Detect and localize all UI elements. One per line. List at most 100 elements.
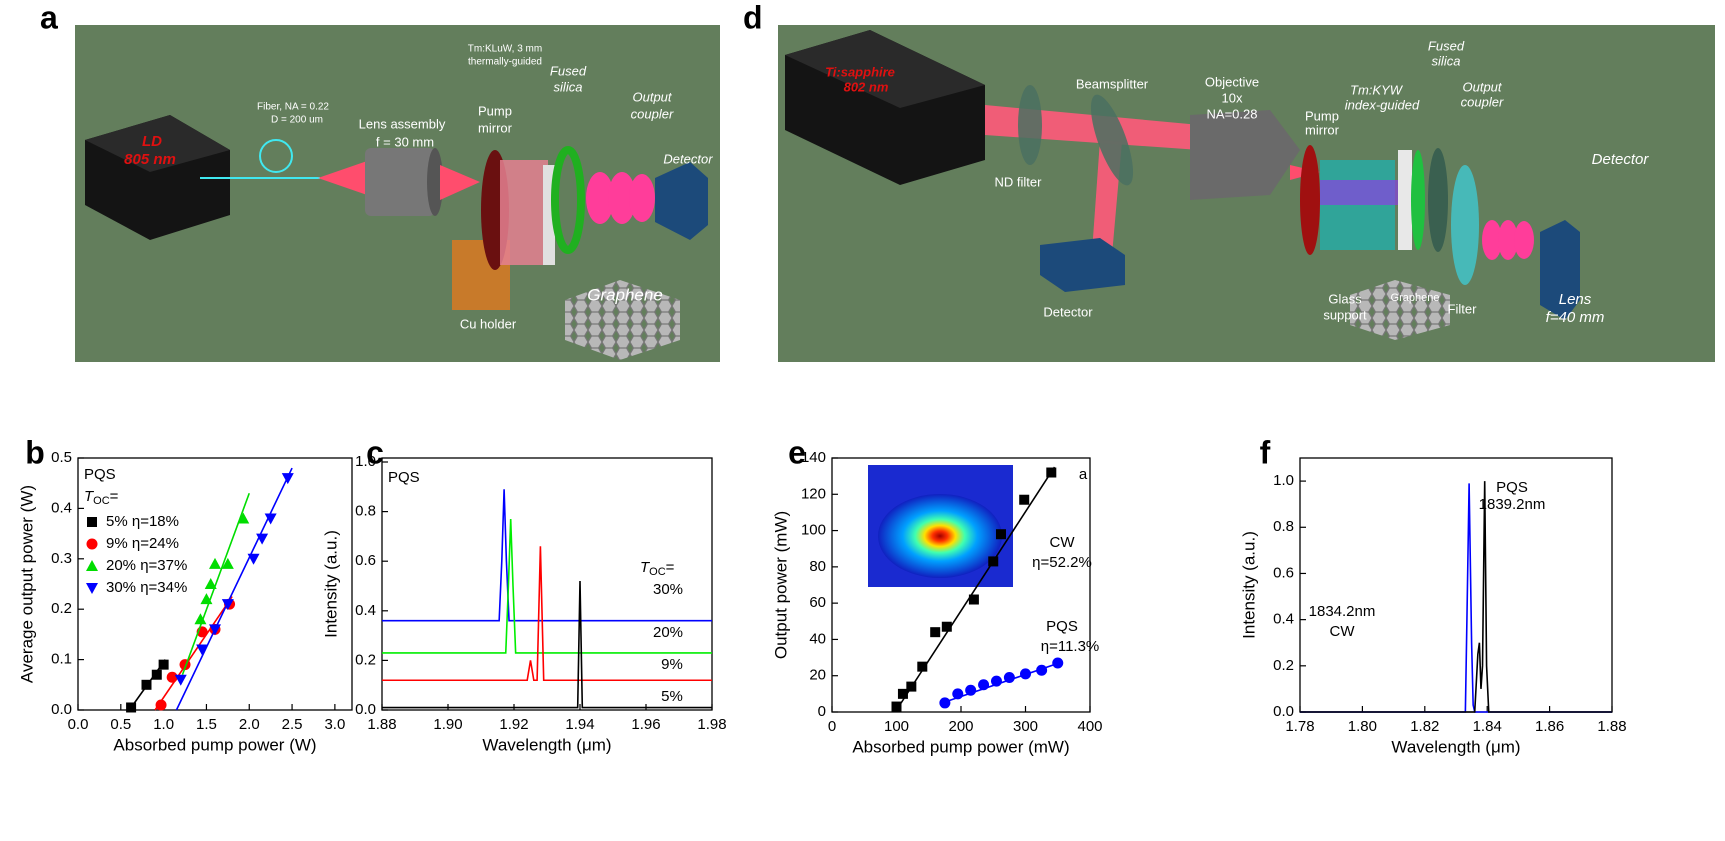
y-tick-label: 0.0	[355, 701, 376, 718]
x-axis-title: Wavelength (μm)	[1391, 737, 1520, 756]
label: Beamsplitter	[1076, 76, 1149, 91]
marker	[256, 533, 269, 545]
x-tick-label: 1.90	[433, 716, 462, 733]
label: Cu holder	[460, 316, 517, 331]
x-tick-label: 1.86	[1535, 718, 1564, 735]
y-tick-label: 60	[809, 594, 826, 611]
marker	[87, 517, 97, 527]
y-tick-label: 0.2	[355, 651, 376, 668]
x-tick-label: 1.92	[499, 716, 528, 733]
y-tick-label: 0.1	[51, 651, 72, 668]
label: Graphene	[1391, 292, 1440, 304]
marker	[86, 583, 98, 594]
panel-letter: b	[25, 434, 45, 470]
fit-line	[175, 467, 293, 711]
y-tick-label: 0.2	[51, 600, 72, 617]
legend-label: 20% η=37%	[106, 557, 187, 574]
param-suffix: =	[666, 559, 675, 576]
y-axis-title: Intensity (a.u.)	[321, 530, 340, 638]
marker	[995, 529, 1006, 540]
label: LD	[142, 133, 162, 150]
label: Fused	[1428, 38, 1465, 53]
marker	[917, 661, 928, 672]
label: Detector	[1592, 151, 1650, 168]
labels-d: Ti:sapphire 802 nm Beamsplitter ND filte…	[825, 38, 1649, 326]
plot-frame	[1299, 457, 1613, 713]
labels-a: Fiber, NA = 0.22 D = 200 um LD 805 nm Le…	[124, 44, 713, 332]
label: index-guided	[1345, 97, 1420, 112]
y-tick-label: 0.8	[1273, 518, 1294, 535]
spectrum-line	[382, 546, 712, 682]
x-axis-title: Absorbed pump power (mW)	[852, 737, 1069, 756]
marker	[237, 512, 250, 524]
marker	[906, 681, 917, 692]
x-tick-label: 0.5	[110, 716, 131, 733]
marker	[151, 669, 162, 680]
label: f = 30 mm	[376, 134, 434, 149]
x-tick-label: 100	[884, 718, 909, 735]
y-tick-label: 0.6	[1273, 564, 1294, 581]
x-tick-label: 1.96	[631, 716, 660, 733]
y-tick-label: 0.0	[51, 701, 72, 718]
y-tick-label: 0.4	[355, 602, 376, 619]
label: mirror	[478, 120, 513, 135]
y-tick-label: 40	[809, 630, 826, 647]
y-tick-label: 20	[809, 667, 826, 684]
y-tick-label: 1.0	[1273, 472, 1294, 489]
label: Output	[1462, 79, 1502, 94]
marker	[221, 599, 234, 611]
label: Filter	[1448, 301, 1478, 316]
plot-note: PQS	[388, 469, 420, 486]
marker	[1003, 672, 1015, 684]
series-label: 5%	[661, 688, 683, 705]
annotation: 1839.2nm	[1479, 496, 1546, 513]
annotation: η=52.2%	[1032, 554, 1092, 571]
x-tick-label: 400	[1077, 718, 1102, 735]
y-tick-label: 100	[801, 522, 826, 539]
marker	[1020, 668, 1031, 680]
inset-beam-spot	[878, 494, 1002, 578]
spectrum-line	[1300, 483, 1612, 713]
y-tick-label: 1.0	[355, 453, 376, 470]
label: Fiber, NA = 0.22	[257, 102, 329, 113]
marker	[126, 702, 137, 713]
label: Tm:KLuW, 3 mm	[468, 44, 542, 55]
y-tick-label: 0.3	[51, 550, 72, 567]
marker	[174, 674, 187, 686]
param-sub: OC	[93, 495, 110, 507]
marker	[990, 675, 1002, 687]
label: Pump	[1305, 108, 1339, 123]
y-tick-label: 0.2	[1273, 657, 1294, 674]
marker	[1019, 494, 1030, 505]
panel-letter: c	[366, 434, 384, 470]
panel-letter: e	[788, 434, 806, 470]
spectrum-line	[382, 581, 712, 709]
series-label: 30%	[653, 581, 683, 598]
y-tick-label: 0.8	[355, 503, 376, 520]
y-tick-label: 0.0	[1273, 703, 1294, 720]
marker	[930, 627, 941, 638]
y-tick-label: 80	[809, 558, 826, 575]
label: silica	[1432, 53, 1461, 68]
marker	[965, 684, 977, 696]
y-tick-label: 120	[801, 485, 826, 502]
label: Tm:KYW	[1350, 82, 1404, 97]
marker	[952, 688, 964, 700]
annotation: 1834.2nm	[1309, 603, 1376, 620]
label: Detector	[663, 151, 713, 166]
y-tick-label: 0.4	[51, 499, 72, 516]
marker	[141, 679, 152, 690]
label: ND filter	[995, 174, 1043, 189]
x-tick-label: 1.78	[1285, 718, 1314, 735]
panel-letter: f	[1260, 434, 1271, 470]
marker	[968, 594, 979, 605]
marker	[941, 621, 952, 632]
marker	[155, 699, 167, 711]
spectrum-line	[382, 519, 712, 654]
x-tick-label: 3.0	[324, 716, 345, 733]
scene-d	[785, 30, 1580, 340]
y-tick-label: 0	[818, 703, 826, 720]
x-tick-label: 1.80	[1348, 718, 1377, 735]
marker	[891, 701, 902, 712]
marker	[196, 644, 209, 656]
